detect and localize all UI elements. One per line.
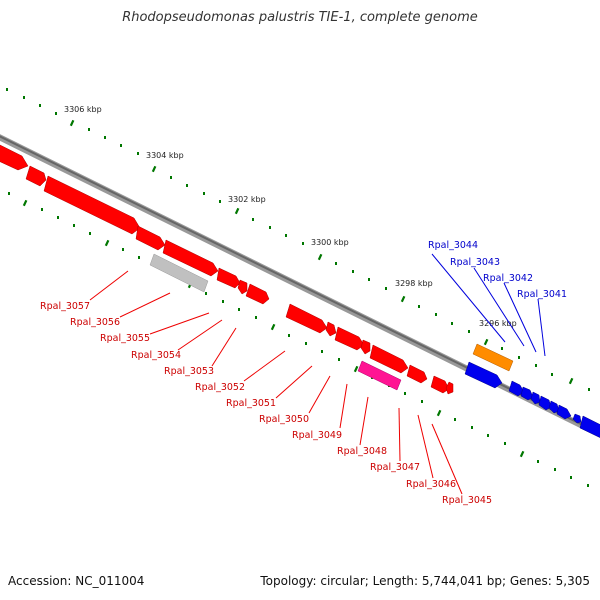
gene-label: Rpal_3044: [428, 240, 478, 251]
gene-arrow: [430, 375, 450, 394]
gene-label: Rpal_3041: [517, 289, 567, 300]
pink-gene-arrow: [357, 360, 402, 391]
gene-arrow: [406, 364, 428, 384]
red-gene-track: [0, 144, 454, 395]
gene-arrow: [369, 344, 409, 374]
accession-text: Accession: NC_011004: [8, 574, 145, 588]
gene-label: Rpal_3054: [131, 350, 181, 361]
kbp-label: 3304 kbp: [146, 151, 184, 160]
gene-arrow: [508, 380, 525, 397]
gene-arrow: [237, 279, 248, 295]
gene-label: Rpal_3051: [226, 398, 276, 409]
gene-label: Rpal_3046: [406, 479, 456, 490]
gene-arrow: [572, 413, 582, 424]
gene-arrow: [548, 400, 560, 414]
gene-arrow: [445, 381, 454, 395]
gene-arrow: [360, 339, 371, 355]
gene-arrow: [285, 303, 328, 334]
gene-label: Rpal_3050: [259, 414, 309, 425]
blue-gene-labels: Rpal_3044 Rpal_3043 Rpal_3042 Rpal_3041: [428, 240, 567, 300]
inner-tick-track: [8, 192, 589, 487]
gene-arrow: [556, 404, 572, 420]
gene-label: Rpal_3045: [442, 495, 492, 506]
gene-label: Rpal_3057: [40, 301, 90, 312]
gene-label: Rpal_3042: [483, 273, 533, 284]
gene-label: Rpal_3052: [195, 382, 245, 393]
gene-arrow: [530, 391, 541, 405]
blue-callout-lines: [431, 253, 546, 357]
gene-label: Rpal_3055: [100, 333, 150, 344]
kbp-label: 3296 kbp: [479, 319, 517, 328]
gene-arrow: [162, 239, 219, 277]
gene-arrow: [245, 283, 270, 305]
orange-gene-arrow: [472, 343, 514, 372]
gene-arrow: [325, 321, 337, 337]
gene-arrow: [334, 326, 365, 351]
gene-label: Rpal_3049: [292, 430, 342, 441]
kbp-label: 3298 kbp: [395, 279, 433, 288]
gene-label: Rpal_3043: [450, 257, 500, 268]
gene-label: Rpal_3047: [370, 462, 420, 473]
gene-arrow: [25, 165, 47, 187]
gene-label: Rpal_3053: [164, 366, 214, 377]
blue-gene-track: [464, 361, 600, 438]
gene-arrow: [464, 361, 503, 389]
red-callout-lines: [89, 270, 463, 495]
kbp-label: 3300 kbp: [311, 238, 349, 247]
gene-arrow: [216, 267, 241, 289]
red-gene-labels: Rpal_3057 Rpal_3056 Rpal_3055 Rpal_3054 …: [40, 301, 492, 506]
gene-arrow: [43, 175, 141, 235]
gene-label: Rpal_3048: [337, 446, 387, 457]
gene-arrow: [135, 225, 166, 251]
gene-arrow: [538, 395, 552, 411]
gray-gene-arrow: [149, 253, 209, 293]
genome-title: Rhodopseudomonas palustris TIE-1, comple…: [122, 10, 478, 25]
kbp-labels: 3306 kbp 3304 kbp 3302 kbp 3300 kbp 3298…: [64, 105, 517, 328]
gene-arrow: [579, 415, 600, 438]
genome-backbone: [0, 134, 600, 438]
outer-tick-track: [6, 88, 590, 391]
kbp-label: 3306 kbp: [64, 105, 102, 114]
gene-label: Rpal_3056: [70, 317, 120, 328]
topology-text: Topology: circular; Length: 5,744,041 bp…: [260, 574, 590, 588]
gene-arrow: [0, 144, 29, 171]
gene-arrow: [520, 386, 534, 401]
kbp-label: 3302 kbp: [228, 195, 266, 204]
